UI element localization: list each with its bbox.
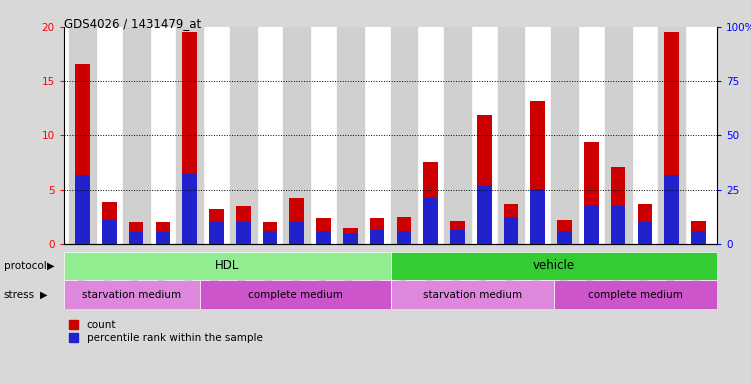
Bar <box>128 232 143 244</box>
Text: complete medium: complete medium <box>248 290 342 300</box>
Bar <box>477 115 492 244</box>
Bar <box>316 231 331 244</box>
Bar <box>691 231 706 244</box>
Bar <box>155 222 170 244</box>
Bar <box>182 32 197 244</box>
Bar <box>638 204 653 244</box>
Bar <box>397 231 412 244</box>
Bar <box>209 209 224 244</box>
Bar <box>504 204 518 244</box>
Bar <box>584 142 599 244</box>
Bar <box>551 27 578 244</box>
Bar <box>391 27 418 244</box>
Bar <box>369 230 385 244</box>
Bar <box>102 202 116 244</box>
Bar <box>554 280 717 309</box>
Text: ▶: ▶ <box>40 290 47 300</box>
Text: complete medium: complete medium <box>588 290 683 300</box>
Bar <box>659 27 685 244</box>
Bar <box>316 218 331 244</box>
Bar <box>337 27 363 244</box>
Bar <box>155 232 170 244</box>
Bar <box>557 231 572 244</box>
Bar <box>530 101 545 244</box>
Bar <box>391 252 717 280</box>
Legend: count, percentile rank within the sample: count, percentile rank within the sample <box>69 320 263 343</box>
Bar <box>605 27 632 244</box>
Bar <box>263 231 277 244</box>
Bar <box>128 222 143 244</box>
Bar <box>64 252 391 280</box>
Bar <box>557 220 572 244</box>
Bar <box>498 27 524 244</box>
Bar <box>397 217 412 244</box>
Bar <box>477 186 492 244</box>
Bar <box>611 206 626 244</box>
Bar <box>75 64 90 244</box>
Bar <box>530 189 545 244</box>
Bar <box>665 175 679 244</box>
Bar <box>176 27 203 244</box>
Bar <box>343 228 357 244</box>
Bar <box>209 222 224 244</box>
Bar <box>444 27 471 244</box>
Text: starvation medium: starvation medium <box>423 290 522 300</box>
Bar <box>450 230 465 244</box>
Bar <box>64 280 200 309</box>
Bar <box>504 217 518 244</box>
Text: GDS4026 / 1431479_at: GDS4026 / 1431479_at <box>64 17 201 30</box>
Bar <box>450 221 465 244</box>
Bar <box>289 198 304 244</box>
Bar <box>69 27 96 244</box>
Text: stress: stress <box>4 290 35 300</box>
Text: protocol: protocol <box>4 261 47 271</box>
Bar <box>343 233 357 244</box>
Bar <box>283 27 310 244</box>
Bar <box>424 162 438 244</box>
Bar <box>289 222 304 244</box>
Bar <box>584 205 599 244</box>
Bar <box>236 222 251 244</box>
Text: HDL: HDL <box>215 260 240 272</box>
Bar <box>75 175 90 244</box>
Bar <box>665 32 679 244</box>
Text: vehicle: vehicle <box>532 260 575 272</box>
Bar <box>691 221 706 244</box>
Bar <box>369 218 385 244</box>
Text: ▶: ▶ <box>47 261 55 271</box>
Bar <box>424 198 438 244</box>
Bar <box>182 174 197 244</box>
Bar <box>263 222 277 244</box>
Bar <box>230 27 257 244</box>
Bar <box>391 280 554 309</box>
Bar <box>611 167 626 244</box>
Bar <box>200 280 391 309</box>
Bar <box>236 206 251 244</box>
Bar <box>102 220 116 244</box>
Bar <box>638 222 653 244</box>
Text: starvation medium: starvation medium <box>83 290 182 300</box>
Bar <box>122 27 149 244</box>
